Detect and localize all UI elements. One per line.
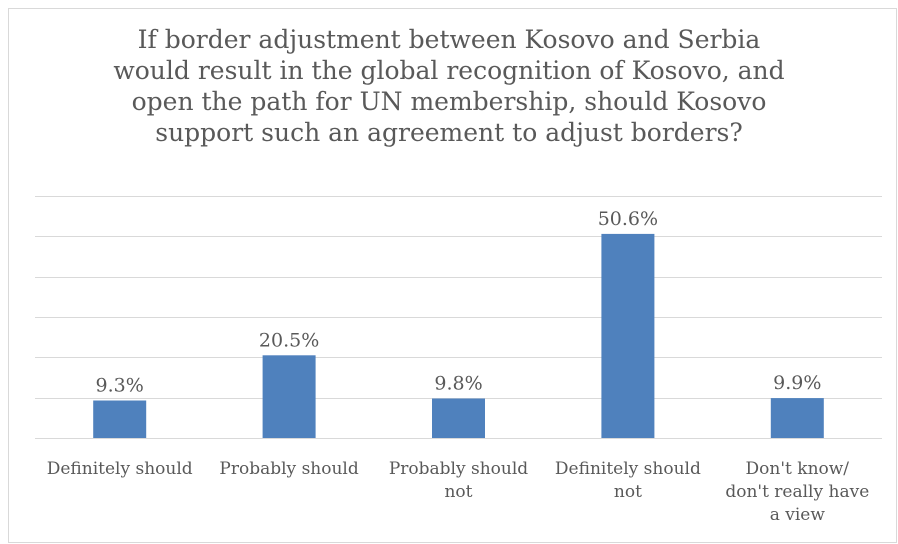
- bar: [770, 398, 824, 438]
- category-label-line: a view: [770, 505, 826, 525]
- chart-title: If border adjustment between Kosovo and …: [20, 24, 878, 148]
- category-label-line: Definitely should: [47, 459, 193, 479]
- category-label: Probably should not: [389, 459, 528, 502]
- data-labels: 9.3% 20.5% 9.8% 50.6% 9.9%: [96, 208, 822, 397]
- bar: [262, 355, 316, 438]
- chart-title-line-1: If border adjustment between Kosovo and …: [137, 25, 761, 54]
- gridlines: [35, 196, 882, 439]
- category-label-line: Probably should: [219, 459, 358, 479]
- bar: [601, 233, 655, 438]
- data-label: 20.5%: [259, 329, 319, 351]
- category-label-line: Definitely should: [555, 459, 701, 479]
- category-label: Definitely should: [47, 459, 193, 479]
- chart-title-line-3: open the path for UN membership, should …: [131, 87, 767, 116]
- bars: [93, 233, 824, 438]
- category-label-line: Probably should: [389, 459, 528, 479]
- bar: [432, 398, 485, 438]
- category-label-line: Don't know/: [746, 459, 850, 479]
- data-label: 50.6%: [598, 208, 658, 230]
- chart-title-line-4: support such an agreement to adjust bord…: [155, 118, 743, 147]
- category-label-line: not: [614, 482, 642, 502]
- category-label: Don't know/don't really have a view: [725, 459, 869, 525]
- category-label-line: don't really have: [725, 482, 869, 502]
- data-label: 9.8%: [434, 373, 482, 395]
- chart-frame: [8, 8, 897, 543]
- bar: [93, 400, 147, 438]
- data-label: 9.9%: [773, 372, 821, 394]
- category-label: Probably should: [219, 459, 358, 479]
- data-label: 9.3%: [96, 375, 144, 397]
- category-labels: Definitely should Probably should Probably…: [47, 459, 870, 525]
- category-label-line: not: [444, 482, 472, 502]
- chart-title-line-2: would result in the global recognition o…: [113, 56, 785, 85]
- category-label: Definitely should not: [555, 459, 701, 502]
